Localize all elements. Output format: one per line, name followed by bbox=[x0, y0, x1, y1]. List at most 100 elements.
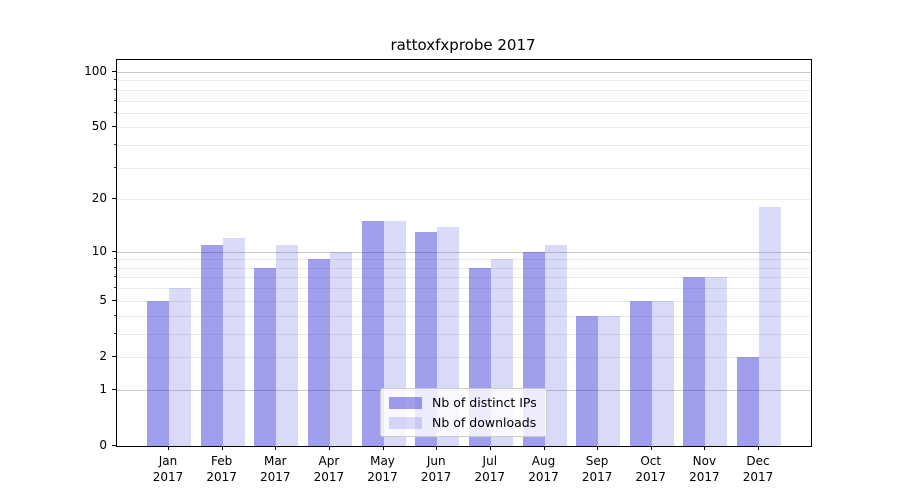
bar-sep-ips bbox=[576, 315, 599, 446]
x-tick-label-jun: Jun 2017 bbox=[406, 453, 466, 485]
x-tick-mark bbox=[168, 446, 169, 450]
minor-gridline bbox=[117, 145, 811, 146]
x-tick-month: Jul bbox=[482, 454, 498, 468]
y-tick-label: 50 bbox=[91, 119, 107, 134]
x-tick-mark bbox=[221, 446, 223, 450]
bar-jan-downloads bbox=[169, 288, 191, 446]
x-tick-month: May bbox=[370, 454, 395, 468]
minor-gridline bbox=[117, 259, 811, 261]
y-tick-label: 5 bbox=[99, 292, 107, 307]
y-minor-tick-mark bbox=[114, 99, 116, 101]
y-minor-tick-mark bbox=[114, 79, 116, 81]
y-tick-label: 0 bbox=[99, 438, 107, 452]
bar-may-ips bbox=[361, 221, 384, 446]
y-tick-mark bbox=[112, 388, 116, 390]
bar-dec-ips bbox=[737, 357, 759, 446]
x-tick-year: 2017 bbox=[367, 470, 398, 484]
x-tick-mark bbox=[328, 446, 330, 450]
legend-item: Nb of downloads bbox=[389, 415, 538, 430]
x-tick-mark bbox=[543, 446, 545, 450]
bar-aug-downloads bbox=[544, 244, 567, 446]
x-tick-month: Feb bbox=[210, 454, 233, 468]
x-tick-label-jan: Jan 2017 bbox=[138, 453, 198, 485]
legend-label: Nb of distinct IPs bbox=[432, 395, 537, 410]
x-tick-mark bbox=[758, 446, 759, 450]
bar-feb-downloads bbox=[222, 238, 245, 446]
x-tick-year: 2017 bbox=[528, 470, 559, 484]
x-tick-label-dec: Dec 2017 bbox=[728, 453, 788, 485]
y-tick-mark bbox=[112, 299, 116, 301]
minor-gridline bbox=[117, 167, 811, 169]
minor-gridline bbox=[117, 199, 811, 201]
y-tick-label: 20 bbox=[91, 191, 107, 206]
bar-oct-ips bbox=[629, 300, 652, 446]
y-tick-label: 1 bbox=[99, 381, 107, 396]
x-tick-mark bbox=[489, 446, 491, 450]
x-tick-mark bbox=[382, 446, 384, 450]
y-tick-mark bbox=[112, 356, 116, 357]
minor-gridline bbox=[117, 300, 811, 302]
y-tick-mark bbox=[112, 250, 116, 252]
x-tick-year: 2017 bbox=[152, 470, 184, 484]
y-tick-mark bbox=[112, 445, 116, 446]
x-tick-label-oct: Oct 2017 bbox=[621, 453, 681, 485]
minor-gridline bbox=[117, 112, 811, 114]
major-gridline bbox=[117, 251, 811, 253]
x-tick-year: 2017 bbox=[581, 470, 613, 484]
x-tick-year: 2017 bbox=[474, 470, 506, 484]
bar-feb-ips bbox=[200, 244, 223, 446]
x-tick-month: Nov bbox=[692, 454, 717, 468]
x-tick-year: 2017 bbox=[742, 470, 774, 484]
legend-swatch bbox=[389, 416, 422, 429]
bar-oct-downloads bbox=[651, 300, 674, 446]
legend: Nb of distinct IPs Nb of downloads bbox=[380, 388, 547, 437]
minor-gridline bbox=[117, 80, 811, 82]
y-minor-tick-mark bbox=[114, 276, 116, 278]
x-tick-label-apr: Apr 2017 bbox=[299, 453, 359, 485]
minor-gridline bbox=[117, 315, 811, 317]
y-minor-tick-mark bbox=[114, 314, 116, 316]
x-tick-mark bbox=[597, 446, 599, 450]
legend-swatch bbox=[389, 396, 422, 409]
x-tick-mark bbox=[650, 446, 652, 450]
bar-mar-ips bbox=[254, 267, 277, 446]
major-gridline bbox=[117, 71, 811, 73]
x-tick-month: Jun bbox=[426, 454, 446, 468]
minor-gridline bbox=[117, 357, 811, 358]
minor-gridline bbox=[117, 100, 811, 102]
minor-gridline bbox=[117, 288, 811, 290]
chart-title: rattoxfxprobe 2017 bbox=[390, 36, 536, 54]
x-tick-month: Aug bbox=[531, 454, 556, 468]
y-tick-mark bbox=[112, 70, 116, 72]
bar-nov-ips bbox=[683, 277, 706, 446]
bar-dec-downloads bbox=[759, 207, 781, 446]
x-tick-label-mar: Mar 2017 bbox=[245, 453, 305, 485]
x-tick-label-nov: Nov 2017 bbox=[674, 453, 734, 485]
y-tick-label: 10 bbox=[91, 243, 107, 258]
x-tick-mark bbox=[275, 446, 277, 450]
x-tick-year: 2017 bbox=[420, 470, 452, 484]
y-minor-tick-mark bbox=[114, 166, 116, 168]
y-tick-label: 2 bbox=[99, 349, 107, 363]
y-tick-mark bbox=[112, 126, 116, 128]
x-tick-month: Oct bbox=[640, 454, 662, 468]
x-tick-mark bbox=[436, 446, 438, 450]
bar-apr-downloads bbox=[329, 251, 352, 446]
x-tick-month: Jan bbox=[158, 454, 178, 468]
x-tick-month: Mar bbox=[263, 454, 287, 468]
x-tick-label-may: May 2017 bbox=[353, 453, 413, 485]
minor-gridline bbox=[117, 333, 811, 335]
x-tick-label-sep: Sep 2017 bbox=[567, 453, 627, 485]
minor-gridline bbox=[117, 127, 811, 129]
x-tick-year: 2017 bbox=[689, 470, 720, 484]
y-minor-tick-mark bbox=[114, 332, 116, 334]
legend-label: Nb of downloads bbox=[432, 415, 537, 430]
bar-jan-ips bbox=[147, 300, 169, 446]
bar-mar-downloads bbox=[276, 244, 299, 446]
y-minor-tick-mark bbox=[114, 287, 116, 289]
y-minor-tick-mark bbox=[114, 88, 116, 90]
x-tick-month: Apr bbox=[318, 454, 340, 468]
y-minor-tick-mark bbox=[114, 258, 116, 260]
y-tick-label: 100 bbox=[84, 63, 107, 78]
